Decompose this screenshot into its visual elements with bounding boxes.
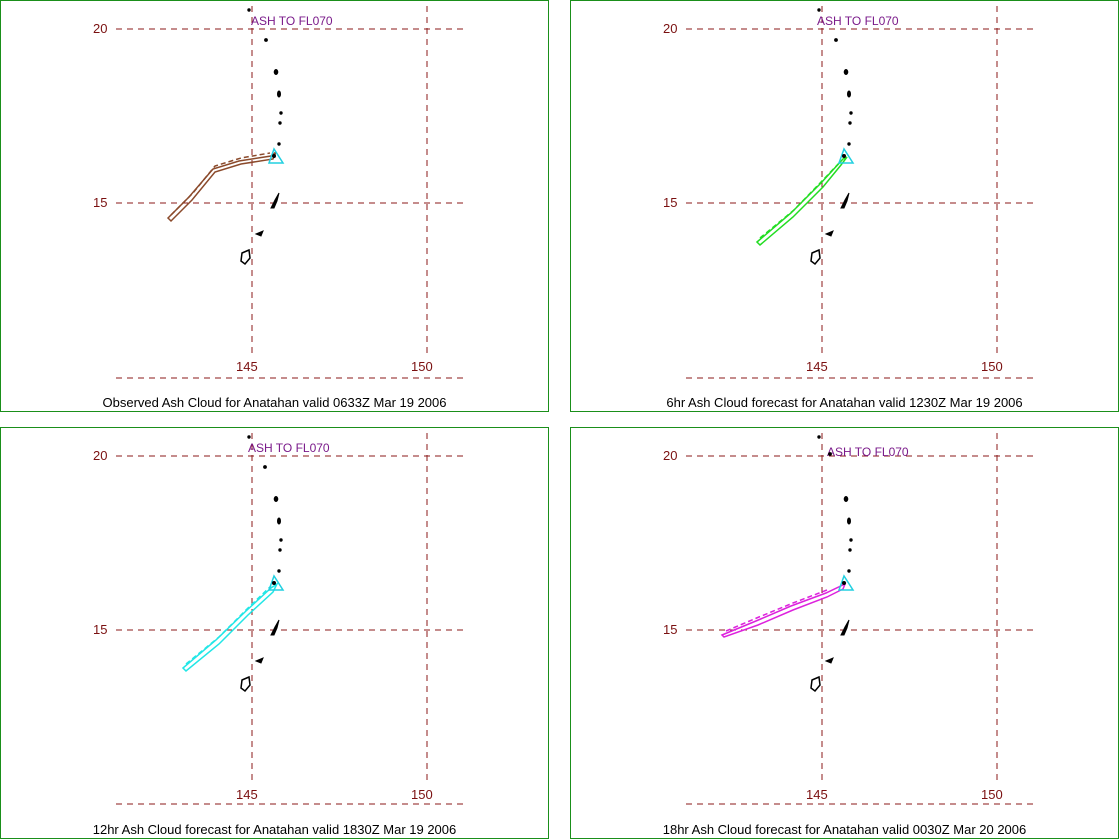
island-icon — [247, 8, 251, 12]
panel-caption: Observed Ash Cloud for Anatahan valid 06… — [102, 395, 447, 410]
island-chain — [240, 8, 283, 266]
island-icon — [849, 538, 853, 542]
lat-tick-15: 15 — [663, 622, 677, 637]
lat-tick-20: 20 — [93, 21, 107, 36]
island-icon — [273, 496, 279, 502]
ash-altitude-label: ASH TO FL070 — [817, 14, 899, 28]
volcano-icon — [267, 574, 285, 591]
island-icon — [254, 657, 264, 664]
island-icon — [247, 435, 251, 439]
island-icon — [273, 69, 279, 75]
lon-tick-150: 150 — [981, 359, 1003, 374]
island-icon — [847, 90, 851, 98]
island-chain — [240, 435, 283, 693]
island-icon — [847, 142, 851, 146]
island-icon — [849, 111, 853, 115]
island-icon — [843, 496, 849, 502]
ash-cloud-polygon — [720, 582, 847, 638]
lon-tick-150: 150 — [981, 787, 1003, 802]
panel-caption: 6hr Ash Cloud forecast for Anatahan vali… — [666, 395, 1023, 410]
ash-altitude-label: ASH TO FL070 — [827, 445, 909, 459]
map-panel-12hr: 20 15 145 150 ASH TO FL070 12hr Ash Clou… — [0, 427, 549, 839]
island-icon — [240, 248, 251, 266]
island-icon — [847, 569, 851, 573]
lon-tick-145: 145 — [806, 787, 828, 802]
island-icon — [279, 111, 283, 115]
island-chain — [810, 8, 853, 266]
ash-cloud-polygon — [166, 151, 277, 223]
island-icon — [277, 142, 281, 146]
island-icon — [824, 657, 834, 664]
island-icon — [270, 619, 280, 636]
island-icon — [278, 121, 282, 125]
island-icon — [277, 517, 281, 525]
map-panel-6hr: 20 15 145 150 ASH TO FL070 6hr Ash Cloud… — [570, 0, 1119, 412]
island-icon — [828, 452, 832, 456]
lat-tick-15: 15 — [663, 195, 677, 210]
map-canvas: 20 15 145 150 ASH TO FL070 — [93, 433, 466, 805]
volcano-icon — [267, 147, 285, 164]
lon-tick-145: 145 — [236, 359, 258, 374]
island-icon — [263, 465, 267, 469]
island-icon — [848, 548, 852, 552]
island-icon — [240, 675, 251, 693]
panel-caption: 18hr Ash Cloud forecast for Anatahan val… — [662, 822, 1027, 837]
island-icon — [847, 517, 851, 525]
lon-tick-145: 145 — [236, 787, 258, 802]
lat-tick-20: 20 — [663, 21, 677, 36]
lat-tick-15: 15 — [93, 195, 107, 210]
island-icon — [824, 230, 834, 237]
island-icon — [843, 69, 849, 75]
island-icon — [279, 538, 283, 542]
panel-caption: 12hr Ash Cloud forecast for Anatahan val… — [92, 822, 457, 837]
map-canvas: 20 15 145 150 ASH TO FL070 — [93, 6, 466, 379]
island-icon — [817, 8, 821, 12]
map-panel-18hr: 20 15 145 150 ASH TO FL070 18hr Ash Clou… — [570, 427, 1119, 839]
lat-tick-15: 15 — [93, 622, 107, 637]
ash-cloud-polygon — [755, 156, 848, 247]
lon-tick-150: 150 — [411, 359, 433, 374]
island-icon — [270, 192, 280, 209]
ash-altitude-label: ASH TO FL070 — [248, 441, 330, 455]
island-icon — [810, 675, 821, 693]
lat-tick-20: 20 — [663, 448, 677, 463]
ash-cloud-polygon — [181, 581, 279, 673]
island-icon — [278, 548, 282, 552]
island-chain — [810, 435, 853, 693]
volcano-icon — [837, 574, 855, 591]
lon-tick-150: 150 — [411, 787, 433, 802]
map-canvas: 20 15 145 150 ASH TO FL070 — [663, 6, 1036, 379]
island-icon — [254, 230, 264, 237]
volcano-icon — [837, 147, 855, 164]
island-icon — [848, 121, 852, 125]
map-panel-observed: 20 15 145 150 ASH TO FL070 Observed Ash … — [0, 0, 549, 412]
island-icon — [834, 38, 838, 42]
island-icon — [277, 90, 281, 98]
island-icon — [277, 569, 281, 573]
island-icon — [817, 435, 821, 439]
lat-tick-20: 20 — [93, 448, 107, 463]
island-icon — [840, 619, 850, 636]
island-icon — [810, 248, 821, 266]
ash-altitude-label: ASH TO FL070 — [251, 14, 333, 28]
map-canvas: 20 15 145 150 ASH TO FL070 — [663, 433, 1036, 805]
lon-tick-145: 145 — [806, 359, 828, 374]
island-icon — [840, 192, 850, 209]
island-icon — [264, 38, 268, 42]
